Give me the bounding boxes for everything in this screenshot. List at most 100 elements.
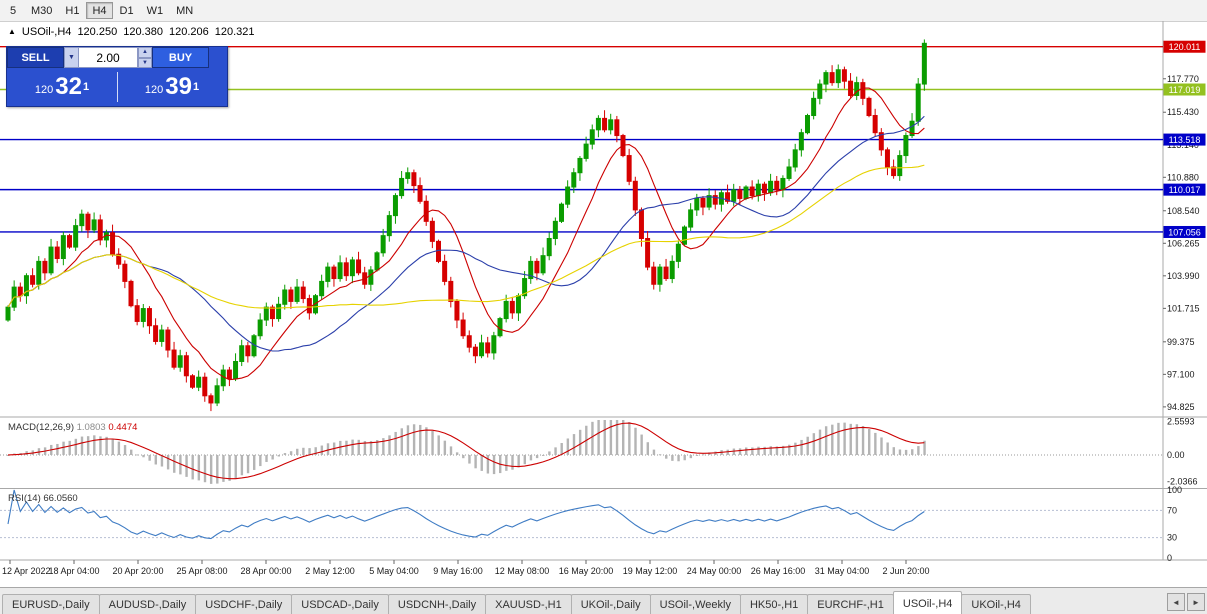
candles <box>5 39 927 412</box>
chart-tab-xauusd-h1[interactable]: XAUUSD-,H1 <box>485 594 572 614</box>
candle-body <box>183 355 189 377</box>
candle-body <box>325 266 331 282</box>
ohlc-low: 120.206 <box>168 26 209 38</box>
candle-body <box>399 177 405 197</box>
candle-body <box>245 345 251 357</box>
candle-body <box>589 129 595 145</box>
macd-bar <box>904 449 908 455</box>
timeframe-button-h1[interactable]: H1 <box>59 2 85 19</box>
macd-bar <box>357 439 360 455</box>
macd-bar <box>874 432 877 455</box>
macd-bar <box>240 454 244 476</box>
candle-body <box>276 303 282 320</box>
candle-body <box>602 117 608 131</box>
candle-body <box>675 243 681 262</box>
candle-body <box>233 360 239 380</box>
candle-body <box>552 220 558 239</box>
time-axis-label: 12 Apr 2022 <box>2 566 51 576</box>
volume-input[interactable] <box>79 47 138 68</box>
candle-body <box>657 266 663 285</box>
tab-scroll-left-icon[interactable]: ◄ <box>1167 593 1185 611</box>
candle-body <box>774 180 780 191</box>
chart-tab-usdcad-daily[interactable]: USDCAD-,Daily <box>291 594 389 614</box>
candle-body <box>54 246 60 260</box>
macd-bar <box>898 449 902 455</box>
volume-step-down-icon[interactable]: ▼ <box>138 57 152 68</box>
macd-axis-tick: -2.0366 <box>1167 477 1198 487</box>
chart-tab-usoil-weekly[interactable]: USOil-,Weekly <box>649 594 741 614</box>
macd-bar <box>130 449 133 455</box>
candle-body <box>30 275 36 285</box>
timeframe-button-w1[interactable]: W1 <box>141 2 170 19</box>
macd-bar <box>738 448 742 455</box>
macd-bar <box>382 438 385 455</box>
candle-body <box>841 69 847 82</box>
macd-bar <box>462 454 465 459</box>
macd-bar <box>751 447 754 455</box>
candle-body <box>897 155 903 177</box>
macd-bar <box>93 435 96 455</box>
candle-body <box>442 260 448 282</box>
macd-bar <box>394 431 397 455</box>
macd-bar <box>517 454 520 468</box>
candle-body <box>67 235 72 248</box>
candle-body <box>460 319 466 337</box>
candle-body <box>116 253 122 265</box>
chart-tab-ukoil-h4[interactable]: UKOil-,H4 <box>961 594 1031 614</box>
macd-bar <box>228 454 231 481</box>
volume-stepper: ▲ ▼ <box>138 47 152 68</box>
bid-price[interactable]: 120 32 1 <box>7 68 117 106</box>
candle-body <box>282 289 288 305</box>
candle-body <box>368 269 374 285</box>
macd-bar <box>480 454 483 471</box>
candle-body <box>306 298 312 314</box>
candle-body <box>909 120 915 137</box>
chart-tab-usdcnh-daily[interactable]: USDCNH-,Daily <box>387 594 487 614</box>
chart-tab-eurusd-daily[interactable]: EURUSD-,Daily <box>2 594 100 614</box>
time-axis-label: 28 Apr 00:00 <box>240 566 291 576</box>
buy-button[interactable]: BUY <box>152 47 209 68</box>
candle-body <box>798 132 804 151</box>
candle-body <box>386 215 392 237</box>
chart-tab-eurchf-h1[interactable]: EURCHF-,H1 <box>807 594 894 614</box>
volume-step-up-icon[interactable]: ▲ <box>138 47 152 58</box>
time-axis-label: 20 Apr 20:00 <box>112 566 163 576</box>
sell-button[interactable]: SELL <box>7 47 64 68</box>
macd-bar <box>732 448 736 455</box>
chart-tab-ukoil-daily[interactable]: UKOil-,Daily <box>570 594 651 614</box>
candle-body <box>743 186 749 199</box>
candle-body <box>878 132 884 151</box>
candle-body <box>903 135 909 157</box>
macd-bar <box>880 437 883 455</box>
timeframe-button-mn[interactable]: MN <box>170 2 199 19</box>
macd-bar <box>511 454 514 470</box>
chart-tab-hk50-h1[interactable]: HK50-,H1 <box>739 594 809 614</box>
time-axis-label: 5 May 04:00 <box>369 566 419 576</box>
timeframe-button-5[interactable]: 5 <box>2 2 24 19</box>
chart-tab-usoil-h4[interactable]: USOil-,H4 <box>892 591 963 614</box>
candle-body <box>780 177 786 191</box>
ask-price[interactable]: 120 39 1 <box>117 68 227 106</box>
macd-bar <box>308 448 311 455</box>
chart-tab-usdchf-daily[interactable]: USDCHF-,Daily <box>195 594 293 614</box>
macd-bar <box>314 447 317 455</box>
candle-body <box>466 335 472 348</box>
price-level-badge <box>1163 183 1206 196</box>
candle-body <box>165 329 171 351</box>
candle-body <box>528 260 534 280</box>
macd-bar <box>788 444 791 455</box>
macd-bar <box>763 446 766 455</box>
macd-bar <box>351 439 354 455</box>
macd-bar <box>197 454 201 481</box>
volume-dropdown-icon[interactable]: ▼ <box>64 47 79 68</box>
candle-body <box>153 325 159 342</box>
macd-bar <box>701 454 705 456</box>
tab-scroll-right-icon[interactable]: ► <box>1187 593 1205 611</box>
candle-body <box>436 240 441 262</box>
timeframe-button-m30[interactable]: M30 <box>25 2 58 19</box>
candle-body <box>140 308 146 322</box>
chart-tab-audusd-daily[interactable]: AUDUSD-,Daily <box>98 594 197 614</box>
timeframe-button-h4[interactable]: H4 <box>86 2 113 19</box>
macd-bar <box>86 436 90 455</box>
timeframe-button-d1[interactable]: D1 <box>114 2 140 19</box>
